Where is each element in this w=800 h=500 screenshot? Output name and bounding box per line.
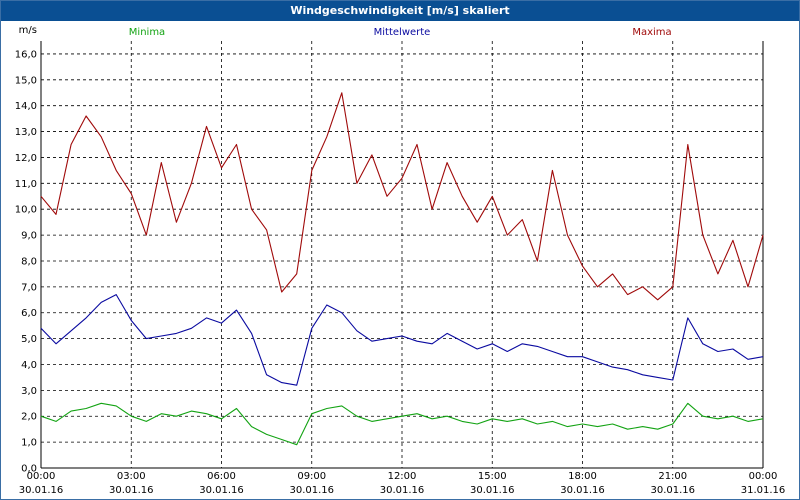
y-tick-label: 8,0 (21, 256, 37, 267)
x-tick-date: 30.01.16 (380, 485, 425, 496)
x-tick-date: 30.01.16 (560, 485, 605, 496)
x-tick-date: 30.01.16 (19, 485, 64, 496)
y-tick-label: 2,0 (21, 412, 37, 423)
x-tick-time: 15:00 (478, 471, 507, 482)
y-tick-label: 14,0 (15, 101, 37, 112)
y-tick-label: 0,0 (21, 464, 37, 475)
series-line-minima (40, 402, 764, 446)
x-tick-date: 30.01.16 (650, 485, 695, 496)
legend-maxima: Maxima (632, 27, 671, 38)
y-tick-label: 3,0 (21, 386, 37, 397)
y-tick-label: 16,0 (15, 49, 37, 60)
x-tick-time: 00:00 (27, 471, 56, 482)
x-tick-time: 06:00 (207, 471, 236, 482)
legend-mittelwerte: Mittelwerte (374, 27, 431, 38)
x-tick-time: 09:00 (297, 471, 326, 482)
x-tick-time: 03:00 (117, 471, 146, 482)
x-tick-date: 31.01.16 (741, 485, 786, 496)
x-tick-time: 18:00 (568, 471, 597, 482)
y-tick-label: 12,0 (15, 153, 37, 164)
y-tick-label: 1,0 (21, 438, 37, 449)
x-tick-date: 30.01.16 (289, 485, 334, 496)
legend-minima: Minima (129, 27, 165, 38)
y-tick-label: 15,0 (15, 75, 37, 86)
window-title: Windgeschwindigkeit [m/s] skaliert (1, 1, 799, 21)
series-line-mittelwerte (40, 294, 764, 386)
y-tick-label: 6,0 (21, 308, 37, 319)
x-tick-date: 30.01.16 (470, 485, 515, 496)
x-tick-time: 12:00 (388, 471, 417, 482)
y-tick-label: 10,0 (15, 205, 37, 216)
y-axis-label: m/s (19, 25, 37, 36)
y-tick-label: 13,0 (15, 127, 37, 138)
y-tick-label: 5,0 (21, 334, 37, 345)
series-line-maxima (40, 92, 764, 301)
y-tick-label: 4,0 (21, 360, 37, 371)
y-tick-label: 9,0 (21, 231, 37, 242)
x-tick-time: 00:00 (749, 471, 778, 482)
x-tick-date: 30.01.16 (199, 485, 244, 496)
x-tick-date: 30.01.16 (109, 485, 154, 496)
y-tick-label: 11,0 (15, 179, 37, 190)
x-tick-time: 21:00 (658, 471, 687, 482)
wind-speed-chart: 0,0 1,0 2,0 3,0 4,0 5,0 6,0 7,0 8,0 9,0 10,0 11,0 12… (15, 25, 786, 496)
y-tick-label: 7,0 (21, 282, 37, 293)
